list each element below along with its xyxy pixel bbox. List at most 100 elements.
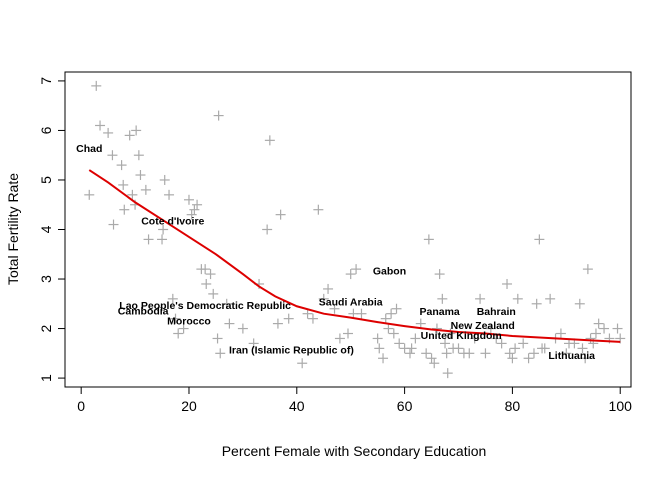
data-point (437, 293, 448, 304)
data-point (200, 264, 211, 275)
data-point (510, 343, 521, 354)
data-point (423, 234, 434, 245)
data-point (464, 348, 475, 359)
trend-line (88, 169, 621, 343)
point-label: Lao People's Democratic Republic (119, 300, 291, 312)
data-point (186, 209, 197, 220)
x-axis-title: Percent Female with Secondary Education (222, 443, 487, 459)
y-tick-label: 1 (38, 374, 54, 382)
data-point (383, 323, 394, 334)
data-point (593, 318, 604, 329)
data-point (95, 120, 106, 131)
data-point (531, 298, 542, 309)
data-point (307, 313, 318, 324)
data-point (410, 333, 421, 344)
point-label: Lithuania (548, 350, 595, 362)
data-point (485, 323, 496, 334)
point-label: Morocco (167, 316, 211, 328)
data-point (275, 209, 286, 220)
data-point (264, 135, 275, 146)
data-point (480, 348, 491, 359)
data-point (475, 293, 486, 304)
point-label: Saudi Arabia (319, 296, 383, 308)
plot-frame (64, 71, 632, 388)
data-point (248, 338, 259, 349)
point-label: Panama (419, 306, 459, 318)
point-label: Cambodia (118, 306, 169, 318)
y-tick-label: 6 (38, 126, 54, 134)
data-point (421, 348, 432, 359)
data-point (297, 358, 308, 369)
y-axis: 1 2 3 4 5 6 7 (38, 77, 66, 382)
data-point (183, 194, 194, 205)
x-tick-label: 60 (397, 398, 413, 414)
data-point (262, 224, 273, 235)
data-point (502, 278, 513, 289)
data-point (469, 333, 480, 344)
data-point (205, 269, 216, 280)
data-point (272, 318, 283, 329)
data-point (512, 293, 523, 304)
data-point (158, 224, 169, 235)
data-point (118, 179, 129, 190)
data-point (133, 150, 144, 161)
data-point (329, 303, 340, 314)
data-point (84, 189, 95, 200)
data-point (119, 204, 130, 215)
data-point (415, 318, 426, 329)
data-point (582, 264, 593, 275)
data-point (434, 269, 445, 280)
data-point (590, 328, 601, 339)
data-point (372, 333, 383, 344)
data-point (283, 313, 294, 324)
data-point (445, 328, 456, 339)
data-point (323, 283, 334, 294)
point-label: Iran (Islamic Republic of) (229, 344, 354, 356)
data-point (555, 328, 566, 339)
data-point (302, 308, 313, 319)
data-point (374, 343, 385, 354)
point-label: Gabon (373, 266, 406, 278)
data-point (159, 174, 170, 185)
data-point (599, 323, 610, 334)
y-axis-title: Total Fertility Rate (5, 173, 21, 285)
data-point (378, 353, 389, 364)
data-point (507, 353, 518, 364)
data-point (215, 348, 226, 359)
data-point (453, 343, 464, 354)
data-point (574, 298, 585, 309)
x-tick-label: 40 (289, 398, 305, 414)
data-point (351, 264, 362, 275)
x-tick-label: 100 (609, 398, 633, 414)
data-point (343, 328, 353, 339)
data-point (388, 328, 399, 339)
data-point (404, 348, 415, 359)
data-point (345, 269, 356, 280)
data-point (124, 130, 135, 141)
data-point (103, 127, 114, 138)
data-point (108, 219, 119, 230)
data-point (429, 358, 440, 369)
y-tick-label: 3 (38, 275, 54, 283)
y-tick-label: 4 (38, 225, 54, 233)
data-point (224, 318, 235, 329)
data-point (131, 125, 142, 136)
data-points (84, 80, 626, 379)
data-point (189, 204, 200, 215)
data-point (208, 288, 219, 299)
y-tick-label: 2 (38, 324, 54, 332)
x-tick-label: 0 (77, 398, 85, 414)
point-label: Bahrain (477, 306, 516, 318)
point-labels: Chad Cote d'Ivoire Gabon Lao People's Democ… (76, 143, 595, 362)
data-point (116, 160, 127, 171)
data-point (442, 368, 453, 379)
data-point (518, 338, 529, 349)
data-point (313, 204, 324, 215)
data-point (135, 170, 146, 181)
point-label: Cote d'Ivoire (141, 216, 204, 228)
data-point (545, 293, 556, 304)
data-point (170, 313, 181, 324)
data-point (406, 343, 417, 354)
data-point (213, 110, 224, 121)
